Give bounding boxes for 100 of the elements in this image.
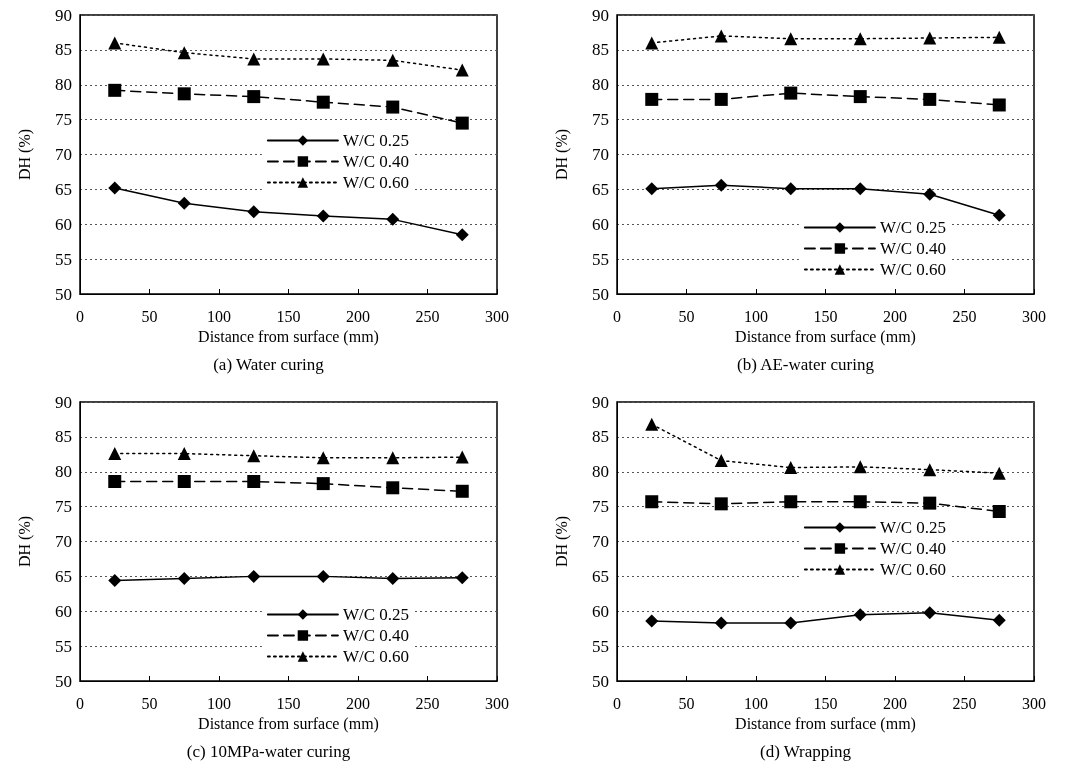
legend-label: W/C 0.40 <box>879 538 946 558</box>
y-tick-label: 50 <box>55 671 72 690</box>
point <box>177 46 191 60</box>
point <box>923 605 937 619</box>
y-tick-label: 50 <box>592 671 609 690</box>
point <box>455 450 469 464</box>
point <box>645 614 659 628</box>
legend-label: W/C 0.60 <box>342 646 409 666</box>
y-tick-label: 55 <box>55 636 72 656</box>
point <box>784 182 798 196</box>
x-tick-label: 300 <box>485 307 509 325</box>
point <box>386 53 400 67</box>
point <box>853 459 867 473</box>
point <box>853 182 867 196</box>
point <box>923 187 937 201</box>
x-tick-label: 50 <box>141 694 158 711</box>
x-tick-label: 100 <box>744 694 768 711</box>
y-tick-label: 75 <box>55 110 72 130</box>
point <box>386 480 400 494</box>
x-tick-label: 250 <box>952 694 977 711</box>
y-tick-label: 55 <box>55 249 72 269</box>
x-tick-label: 100 <box>207 694 231 711</box>
y-tick-label: 55 <box>592 249 609 269</box>
x-tick-label: 150 <box>813 694 838 711</box>
legend-label: W/C 0.40 <box>342 152 409 171</box>
x-tick-label: 0 <box>613 307 621 325</box>
y-axis-title: DH (%) <box>552 128 571 181</box>
x-tick-label: 200 <box>883 694 907 711</box>
point <box>316 52 330 66</box>
point <box>645 417 659 431</box>
x-tick-label: 150 <box>276 307 301 325</box>
point <box>316 476 330 490</box>
point <box>247 474 261 488</box>
point <box>108 181 122 195</box>
point <box>645 92 659 106</box>
point <box>455 228 469 242</box>
point <box>177 87 191 101</box>
x-tick-label: 50 <box>678 307 695 325</box>
y-tick-label: 70 <box>592 145 609 164</box>
text: (d) Wrapping <box>759 741 852 761</box>
point <box>645 494 659 508</box>
point <box>316 209 330 223</box>
y-tick-label: 60 <box>592 214 609 234</box>
y-tick-label: 85 <box>55 426 72 446</box>
point <box>853 32 867 46</box>
x-tick-label: 0 <box>76 307 84 325</box>
point <box>455 63 469 77</box>
point <box>714 496 728 510</box>
point <box>108 36 122 50</box>
point <box>108 474 122 488</box>
x-tick-label: 200 <box>883 307 907 325</box>
point <box>108 83 122 97</box>
y-axis-title: DH (%) <box>15 128 34 181</box>
point <box>992 504 1006 518</box>
x-tick-label: 200 <box>346 307 370 325</box>
y-tick-label: 80 <box>55 75 72 95</box>
point <box>455 116 469 130</box>
y-tick-label: 55 <box>592 636 609 656</box>
point <box>247 205 261 219</box>
x-tick-label: 50 <box>678 694 695 711</box>
y-tick-label: 90 <box>592 5 609 25</box>
point <box>177 474 191 488</box>
point <box>247 52 261 66</box>
x-axis-title: Distance from surface (mm) <box>735 714 916 733</box>
y-tick-label: 65 <box>592 179 609 199</box>
point <box>923 31 937 45</box>
x-tick-label: 100 <box>744 307 768 325</box>
text: (b) AE-water curing <box>737 355 875 374</box>
legend-label: W/C 0.25 <box>879 517 946 537</box>
point <box>714 178 728 192</box>
point <box>316 569 330 583</box>
y-tick-label: 90 <box>55 5 72 25</box>
y-tick-label: 85 <box>55 40 72 60</box>
point <box>386 450 400 464</box>
y-tick-label: 90 <box>592 392 609 411</box>
point <box>316 450 330 464</box>
x-tick-label: 150 <box>276 694 301 711</box>
y-tick-label: 90 <box>55 392 72 411</box>
point <box>992 466 1006 480</box>
point <box>386 571 400 585</box>
legend-label: W/C 0.25 <box>342 604 409 624</box>
point <box>992 98 1006 112</box>
y-tick-label: 70 <box>55 531 72 551</box>
y-tick-label: 65 <box>55 566 72 586</box>
x-axis-title: Distance from surface (mm) <box>735 328 916 347</box>
point <box>645 182 659 196</box>
point <box>714 92 728 106</box>
y-tick-label: 50 <box>592 284 609 304</box>
x-tick-label: 50 <box>141 307 158 325</box>
point <box>784 616 798 630</box>
y-tick-label: 85 <box>592 426 609 446</box>
point <box>784 86 798 100</box>
point <box>177 571 191 585</box>
x-axis-title: Distance from surface (mm) <box>198 714 379 733</box>
y-tick-label: 65 <box>592 566 609 586</box>
point <box>177 196 191 210</box>
y-tick-label: 70 <box>55 145 72 164</box>
x-tick-label: 150 <box>813 307 838 325</box>
legend-label: W/C 0.40 <box>342 625 409 645</box>
y-tick-label: 80 <box>592 75 609 95</box>
